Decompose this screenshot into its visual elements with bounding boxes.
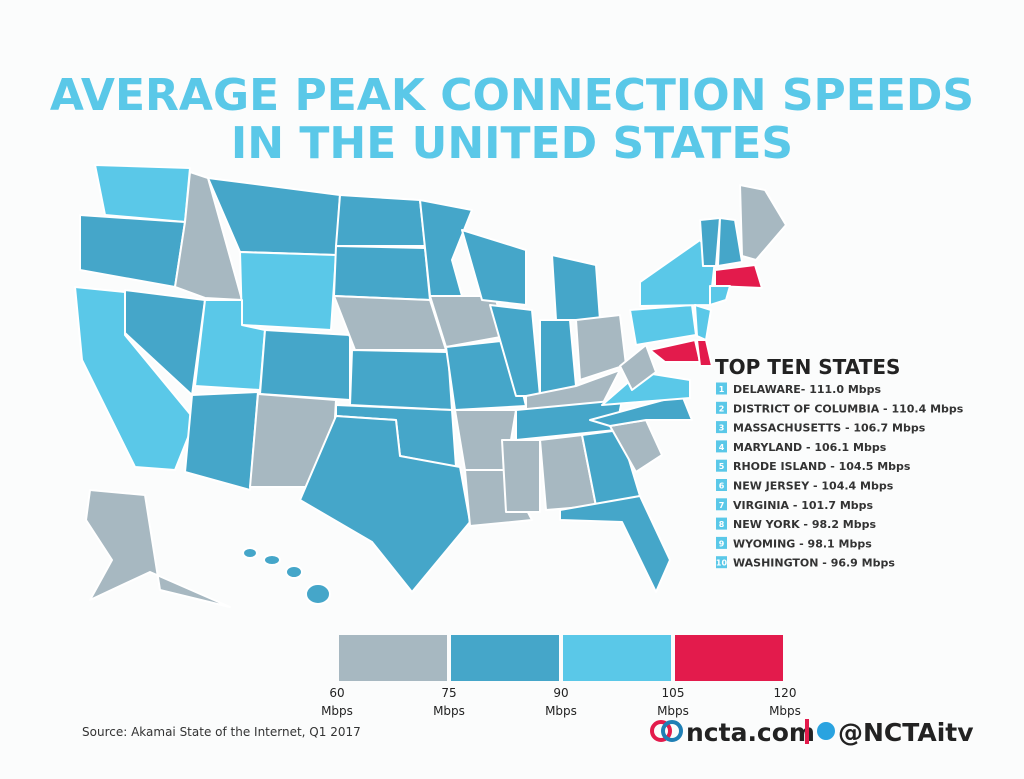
list-item: NEW JERSEY - 104.4 Mbps — [733, 480, 894, 493]
rank-box — [716, 440, 727, 453]
list-item: MARYLAND - 106.1 Mbps — [733, 441, 887, 454]
state — [349, 349, 453, 411]
handle: @NCTAitv — [838, 718, 974, 747]
state — [525, 369, 621, 411]
twitter-icon — [817, 722, 835, 740]
legend-swatch — [563, 635, 671, 681]
state — [333, 245, 431, 301]
list-item: WYOMING - 98.1 Mbps — [733, 537, 872, 550]
rank: 2 — [719, 404, 725, 413]
state — [601, 371, 691, 406]
legend-label: 105 — [662, 686, 685, 700]
divider — [805, 719, 809, 744]
state — [461, 229, 527, 306]
rank: 10 — [716, 559, 728, 568]
state — [696, 339, 713, 367]
state — [649, 339, 701, 363]
legend-unit: Mbps — [657, 704, 689, 718]
rank: 3 — [719, 424, 725, 433]
state — [239, 251, 337, 331]
state — [739, 184, 787, 261]
rank: 4 — [719, 443, 725, 452]
list-item: DELAWARE- 111.0 Mbps — [733, 383, 882, 396]
state — [709, 285, 731, 306]
state — [259, 329, 351, 401]
rank: 6 — [719, 482, 725, 491]
list-item: NEW YORK - 98.2 Mbps — [733, 518, 876, 531]
state — [333, 295, 447, 351]
state — [694, 304, 712, 341]
legend-label: 90 — [553, 686, 568, 700]
list-item: VIRGINIA - 101.7 Mbps — [733, 499, 874, 512]
rank-box — [716, 421, 727, 434]
rank: 8 — [719, 520, 725, 529]
state — [639, 239, 716, 307]
rank-box — [716, 556, 727, 569]
title-line: AVERAGE PEAK CONNECTION SPEEDS — [50, 70, 974, 121]
legend-label: 75 — [441, 686, 456, 700]
state — [305, 583, 331, 605]
legend-swatch — [339, 635, 447, 681]
state — [242, 547, 258, 559]
legend-unit: Mbps — [433, 704, 465, 718]
rank: 9 — [719, 539, 725, 548]
state — [285, 565, 303, 579]
source: Source: Akamai State of the Internet, Q1… — [82, 725, 361, 739]
list-item: RHODE ISLAND - 104.5 Mbps — [733, 460, 911, 473]
state — [551, 254, 601, 321]
legend-unit: Mbps — [769, 704, 801, 718]
rank-box — [716, 401, 727, 414]
state — [501, 439, 541, 513]
state — [559, 495, 671, 593]
state — [419, 199, 473, 297]
top-ten-list: 1 DELAWARE- 111.0 Mbps 2 DISTRICT OF COLUMB… — [716, 382, 964, 570]
state — [335, 194, 426, 247]
state — [79, 214, 186, 288]
list-heading: TOP TEN STATES — [715, 355, 900, 379]
state — [94, 164, 191, 223]
state — [184, 391, 259, 491]
state — [717, 217, 743, 267]
state — [629, 304, 697, 346]
legend-unit: Mbps — [321, 704, 353, 718]
state — [714, 264, 763, 289]
title-line: IN THE UNITED STATES — [231, 118, 793, 169]
rank-box — [716, 459, 727, 472]
list-item: MASSACHUSETTS - 106.7 Mbps — [733, 422, 926, 435]
state — [263, 554, 281, 566]
rank-box — [716, 498, 727, 511]
rank: 5 — [719, 462, 725, 471]
rank-box — [716, 382, 727, 395]
state — [619, 344, 657, 391]
legend-swatch — [451, 635, 559, 681]
legend-unit: Mbps — [545, 704, 577, 718]
rank-box — [716, 517, 727, 530]
rank-box — [716, 536, 727, 549]
state — [85, 489, 231, 608]
legend-label: 60 — [329, 686, 344, 700]
us-map — [74, 164, 787, 608]
logo-icon — [661, 720, 683, 742]
rank-box — [716, 479, 727, 491]
list-item: WASHINGTON - 96.9 Mbps — [733, 557, 895, 570]
list-item: DISTRICT OF COLUMBIA - 110.4 Mbps — [733, 402, 964, 415]
state — [207, 177, 341, 256]
legend-swatch — [675, 635, 783, 681]
legend-label: 120 — [774, 686, 797, 700]
legend: 60 Mbps 75 Mbps 90 Mbps 105 Mbps 120 Mbps — [321, 635, 801, 718]
rank: 1 — [719, 385, 725, 394]
state — [699, 217, 721, 267]
state — [539, 319, 577, 397]
site: ncta.com — [686, 718, 815, 747]
rank: 7 — [719, 501, 725, 510]
logo-icon — [650, 720, 672, 742]
